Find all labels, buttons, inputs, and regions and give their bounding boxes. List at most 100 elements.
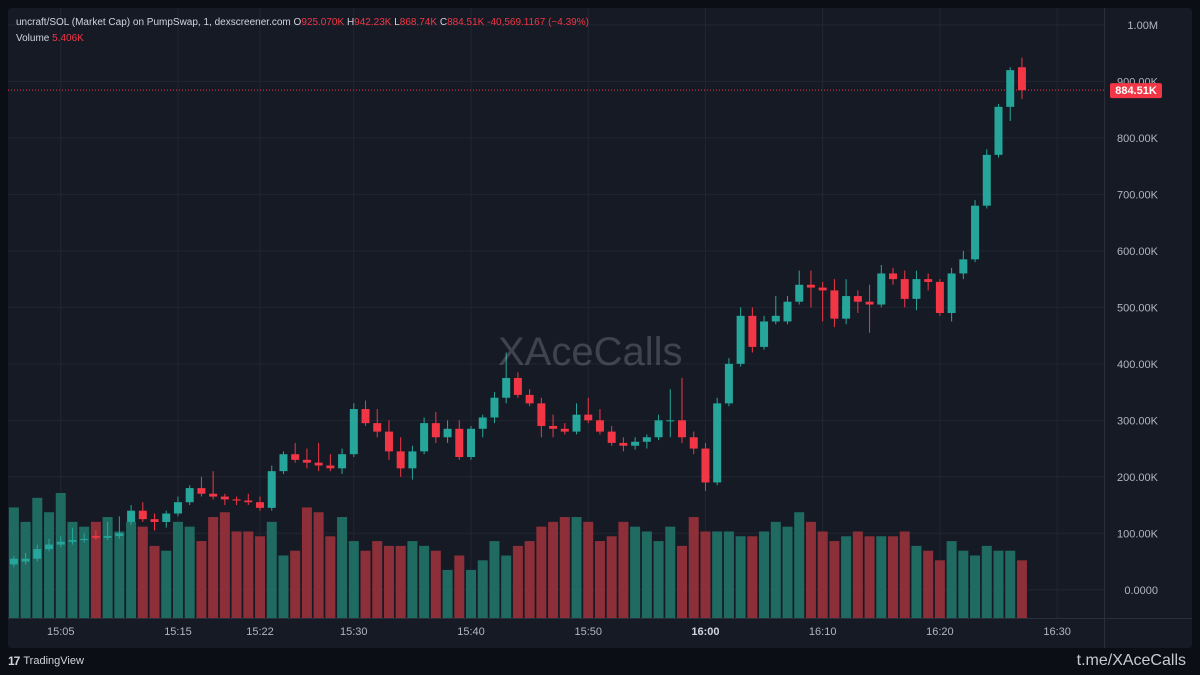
candle-body <box>584 414 593 421</box>
candle-body <box>619 442 628 446</box>
volume-bar <box>1016 560 1027 618</box>
price-tick-label: 700.00K <box>1117 189 1159 201</box>
chart-pane[interactable]: 0.0000 100.00K 200.00K 300.00K 400.00K 500.00… <box>8 8 1192 648</box>
volume-bar <box>606 536 617 618</box>
volume-bar <box>501 555 512 618</box>
candle-body <box>244 500 253 503</box>
candle-body <box>912 279 921 299</box>
tradingview-logo-icon: 17 <box>8 654 20 668</box>
candle-body <box>220 496 229 500</box>
time-tick-label: 15:15 <box>164 626 192 638</box>
price-tick-label: 100.00K <box>1117 528 1159 540</box>
volume-bar <box>548 521 559 618</box>
volume-bar <box>630 526 641 618</box>
candle-body <box>748 315 757 347</box>
last-price-tag <box>1110 83 1162 99</box>
candle-body <box>806 284 815 288</box>
price-tick-label: 300.00K <box>1117 415 1159 427</box>
volume-bar <box>20 521 31 618</box>
volume-bar <box>266 521 277 618</box>
volume-bar <box>372 541 383 618</box>
volume-bar <box>219 512 230 618</box>
volume-bar <box>665 526 676 618</box>
candle-body <box>935 281 944 313</box>
volume-bar <box>290 550 301 618</box>
volume-bar <box>172 521 183 618</box>
candle-body <box>279 454 288 472</box>
candle-body <box>678 420 687 438</box>
tradingview-brand[interactable]: 17 TradingView <box>8 654 84 668</box>
volume-bar <box>395 545 406 618</box>
time-tick-label: 15:40 <box>457 626 485 638</box>
volume-bar <box>79 526 90 618</box>
candle-body <box>572 414 581 432</box>
volume-bar <box>653 541 664 618</box>
time-tick-label: 16:30 <box>1043 626 1071 638</box>
candlestick-chart[interactable]: 0.0000 100.00K 200.00K 300.00K 400.00K 500.00… <box>8 8 1192 648</box>
candle-body <box>162 513 171 522</box>
open-value: 925.070K <box>301 17 345 28</box>
high-value: 942.23K <box>354 17 392 28</box>
volume-bar <box>759 531 770 618</box>
candle-body <box>853 296 862 302</box>
candle-body <box>349 409 358 455</box>
volume-bar <box>512 545 523 618</box>
volume-bars <box>8 493 1027 618</box>
candle-body <box>947 273 956 313</box>
candle-body <box>267 471 276 508</box>
volume-bar <box>934 560 945 618</box>
candle-body <box>771 315 780 322</box>
candle-body <box>326 465 335 469</box>
volume-bar <box>90 521 101 618</box>
time-tick-label: 15:22 <box>246 626 274 638</box>
volume-bar <box>313 512 324 618</box>
candle-body <box>361 409 370 424</box>
candle-body <box>232 499 241 501</box>
volume-bar <box>278 555 289 618</box>
symbol-title[interactable]: uncraft/SOL (Market Cap) on PumpSwap, 1,… <box>16 17 291 28</box>
volume-bar <box>126 521 137 618</box>
candle-body <box>666 420 675 422</box>
volume-bar <box>454 555 465 618</box>
candle-body <box>760 321 769 347</box>
volume-value: 5.406K <box>52 33 84 44</box>
volume-label[interactable]: Volume <box>16 33 50 44</box>
time-tick-label: 15:05 <box>47 626 75 638</box>
price-tick-label: 1.00M <box>1127 20 1158 32</box>
channel-link[interactable]: t.me/XAceCalls <box>1076 652 1186 669</box>
candle-body <box>502 377 511 398</box>
candle-body <box>45 544 54 550</box>
candle-body <box>971 205 980 260</box>
candle-body <box>396 451 405 469</box>
candle-body <box>537 403 546 426</box>
candle-body <box>197 488 206 494</box>
time-tick-label: 15:50 <box>574 626 602 638</box>
candle-body <box>431 423 440 438</box>
candle-body <box>173 502 182 514</box>
price-tick-label: 0.0000 <box>1124 585 1158 597</box>
volume-bar <box>325 536 336 618</box>
candle-body <box>607 431 616 443</box>
volume-bar <box>383 545 394 618</box>
volume-bar <box>419 545 430 618</box>
volume-bar <box>688 517 699 618</box>
candle-body <box>443 428 452 438</box>
candle-body <box>420 423 429 452</box>
candle-body <box>924 279 933 282</box>
volume-bar <box>805 521 816 618</box>
volume-bar <box>161 550 172 618</box>
candle-body <box>408 451 417 469</box>
candle-body <box>138 510 147 520</box>
price-axis[interactable]: 0.0000 100.00K 200.00K 300.00K 400.00K 500.00… <box>1117 20 1159 597</box>
volume-bar <box>208 517 219 618</box>
candle-body <box>513 377 522 395</box>
candle-body <box>127 510 136 522</box>
volume-bar <box>536 526 547 618</box>
candle-body <box>338 454 347 469</box>
volume-bar <box>137 526 148 618</box>
candle-body <box>842 296 851 319</box>
volume-bar <box>770 521 781 618</box>
volume-bar <box>876 536 887 618</box>
time-axis[interactable]: 15:05 15:15 15:22 15:30 15:40 15:50 16:00 16:10… <box>47 626 1071 638</box>
volume-bar <box>817 531 828 618</box>
